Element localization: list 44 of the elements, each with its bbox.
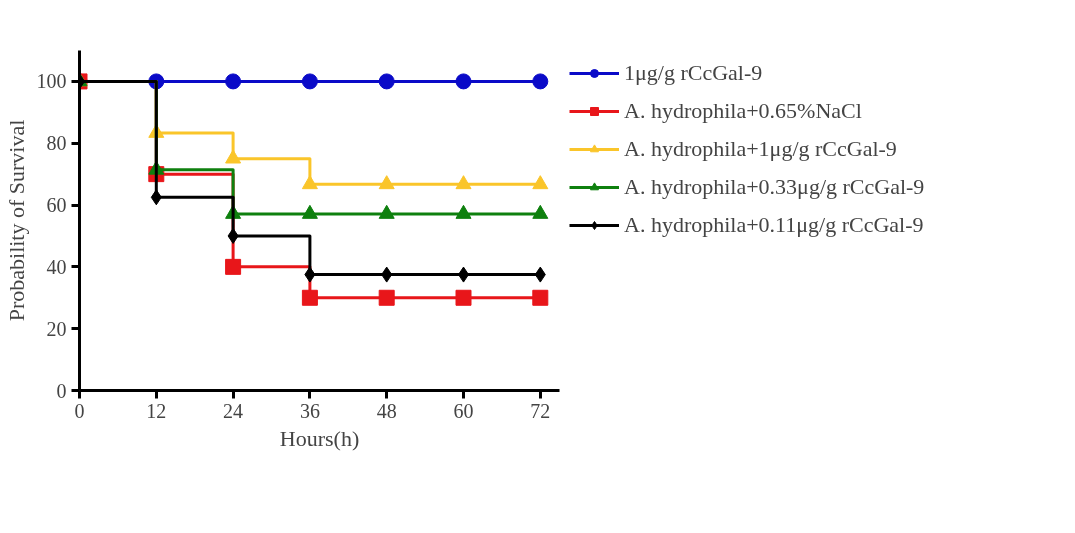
y-axis-title: Probability of Survival	[3, 119, 29, 322]
point	[225, 73, 242, 90]
point	[378, 289, 395, 306]
point	[455, 175, 472, 190]
legend-label: A. hydrophila+0.11μg/g rCcGal-9	[624, 212, 924, 238]
point	[150, 189, 162, 206]
point	[225, 149, 242, 164]
point	[381, 266, 393, 283]
point	[225, 258, 242, 275]
legend-label: A. hydrophila+0.33μg/g rCcGal-9	[624, 174, 925, 200]
point	[534, 266, 546, 283]
point	[304, 266, 316, 283]
x-tick-label: 36	[299, 399, 320, 422]
y-tick-label: 80	[46, 132, 67, 155]
y-tick-label: 100	[36, 70, 67, 93]
point	[378, 175, 395, 190]
point	[378, 204, 395, 219]
legend-label: A. hydrophila+0.65%NaCl	[624, 98, 862, 124]
point	[378, 73, 395, 90]
point	[227, 227, 239, 244]
x-tick-label: 48	[376, 399, 397, 422]
point	[532, 289, 549, 306]
point	[301, 73, 318, 90]
point	[455, 204, 472, 219]
legend-label: 1μg/g rCcGal-9	[624, 60, 763, 86]
point	[455, 289, 472, 306]
point	[532, 73, 549, 90]
point	[532, 175, 549, 190]
point	[301, 289, 318, 306]
point	[301, 175, 318, 190]
x-tick-label: 0	[74, 399, 85, 422]
x-tick-label: 12	[146, 399, 167, 422]
y-tick-label: 20	[46, 317, 67, 340]
legend-label: A. hydrophila+1μg/g rCcGal-9	[624, 136, 897, 162]
point	[532, 204, 549, 219]
x-tick-label: 72	[530, 399, 551, 422]
x-tick-label: 24	[223, 399, 244, 422]
point	[301, 204, 318, 219]
x-axis-title: Hours(h)	[279, 425, 360, 451]
y-tick-label: 60	[46, 194, 67, 217]
point	[455, 73, 472, 90]
y-tick-label: 0	[56, 379, 67, 402]
x-tick-label: 60	[453, 399, 474, 422]
y-tick-label: 40	[46, 255, 67, 278]
